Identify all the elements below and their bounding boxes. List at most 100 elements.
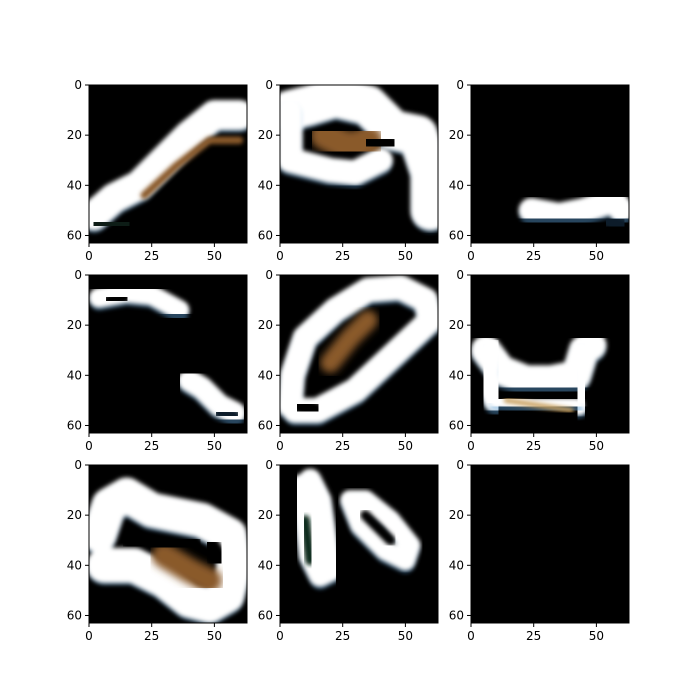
x-tick-label: 0	[467, 629, 475, 643]
x-tick-label: 0	[85, 249, 93, 263]
x-tick-label: 50	[207, 249, 222, 263]
y-tick-label: 60	[258, 608, 273, 622]
panel-frame	[279, 274, 439, 434]
x-tick-label: 50	[398, 439, 413, 453]
panel-frame	[279, 84, 439, 244]
blob-shape	[503, 397, 574, 413]
panel-image	[518, 187, 629, 233]
panel-frame	[88, 464, 248, 624]
y-tick-label: 0	[265, 458, 273, 472]
y-tick-label: 0	[74, 268, 82, 282]
y-tick-label: 0	[74, 458, 82, 472]
blob-shape	[280, 275, 438, 423]
blob-shape	[291, 396, 324, 420]
image-panel-9: 0 25 50 0 20 40 60	[449, 458, 630, 643]
blob-shape	[213, 406, 241, 422]
panel-frame	[88, 274, 248, 434]
panel-image	[89, 100, 247, 237]
y-tick-label: 40	[449, 558, 464, 572]
blob-shape	[360, 510, 396, 546]
y-tick-label: 60	[258, 418, 273, 432]
panel-image	[291, 468, 421, 590]
image-panel-2: 0 25 50 0 20 40 60	[258, 78, 439, 263]
y-tick-label: 60	[449, 228, 464, 242]
y-tick-label: 40	[258, 178, 273, 192]
x-tick-label: 25	[335, 629, 350, 643]
y-tick-label: 0	[456, 458, 464, 472]
y-tick-label: 40	[67, 558, 82, 572]
y-tick-label: 40	[67, 368, 82, 382]
x-tick-label: 50	[589, 439, 604, 453]
y-tick-label: 20	[449, 128, 464, 142]
panel-background	[471, 465, 629, 623]
y-tick-label: 0	[74, 78, 82, 92]
panel-image	[89, 282, 246, 428]
y-tick-label: 20	[449, 508, 464, 522]
image-panel-5: 0 25 50 0 20 40 60	[258, 268, 439, 453]
x-tick-label: 0	[85, 629, 93, 643]
image-panel-4: 0 25 50 0 20 40 60	[67, 268, 248, 453]
y-tick-label: 60	[67, 608, 82, 622]
y-tick-label: 0	[456, 78, 464, 92]
y-tick-label: 60	[67, 228, 82, 242]
blob-shape	[360, 130, 401, 156]
panel-frame	[88, 84, 248, 244]
image-panel-7: 0 25 50 0 20 40 60	[67, 458, 248, 643]
y-tick-label: 20	[449, 318, 464, 332]
x-tick-label: 25	[335, 439, 350, 453]
blob-shape	[121, 527, 202, 558]
y-tick-label: 40	[449, 368, 464, 382]
x-tick-label: 25	[335, 249, 350, 263]
x-tick-label: 0	[85, 439, 93, 453]
x-tick-label: 25	[526, 629, 541, 643]
y-tick-label: 40	[67, 178, 82, 192]
blob-shape	[518, 187, 629, 228]
x-tick-label: 25	[526, 439, 541, 453]
blob-shape	[89, 100, 247, 231]
blob-shape	[199, 535, 230, 571]
x-tick-label: 25	[526, 249, 541, 263]
panel-image	[280, 275, 438, 426]
y-tick-label: 20	[258, 318, 273, 332]
y-tick-label: 60	[449, 608, 464, 622]
x-tick-label: 25	[144, 249, 159, 263]
panel-frame	[279, 464, 439, 624]
y-tick-label: 0	[265, 268, 273, 282]
blob-shape	[280, 85, 438, 231]
panel-frame	[470, 464, 630, 624]
x-tick-label: 50	[398, 629, 413, 643]
image-panel-6: 0 25 50 0 20 40 60	[449, 268, 630, 453]
blob-shape	[473, 337, 509, 413]
image-panel-8: 0 25 50 0 20 40 60	[258, 458, 439, 643]
x-tick-label: 50	[589, 629, 604, 643]
panel-image	[471, 330, 607, 419]
x-tick-label: 0	[467, 439, 475, 453]
blob-shape	[280, 97, 393, 186]
y-tick-label: 20	[67, 128, 82, 142]
image-panel-3: 0 25 50 0 20 40 60	[449, 78, 630, 263]
y-tick-label: 20	[67, 318, 82, 332]
y-tick-label: 40	[258, 558, 273, 572]
x-tick-label: 50	[398, 249, 413, 263]
y-tick-label: 60	[449, 418, 464, 432]
panel-image	[280, 85, 438, 233]
blob-shape	[89, 211, 136, 237]
panel-image	[89, 477, 247, 623]
y-tick-label: 40	[449, 178, 464, 192]
y-tick-label: 40	[258, 368, 273, 382]
panel-frame	[470, 274, 630, 434]
y-tick-label: 20	[67, 508, 82, 522]
x-tick-label: 0	[467, 249, 475, 263]
blob-shape	[89, 477, 247, 623]
blob-shape	[601, 212, 629, 233]
blob-shape	[151, 542, 222, 593]
x-tick-label: 50	[207, 439, 222, 453]
x-tick-label: 0	[276, 249, 284, 263]
x-tick-label: 50	[589, 249, 604, 263]
blob-shape	[340, 490, 421, 571]
blob-shape	[300, 515, 316, 566]
y-tick-label: 0	[265, 78, 273, 92]
y-tick-label: 0	[456, 268, 464, 282]
